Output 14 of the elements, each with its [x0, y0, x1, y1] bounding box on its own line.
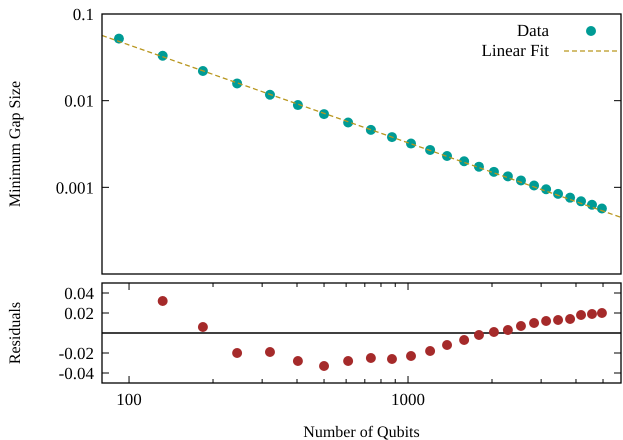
- y-tick-label: 0.04: [64, 284, 94, 303]
- x-axis-title: Number of Qubits: [303, 424, 420, 440]
- legend-label: Data: [516, 21, 550, 40]
- y-tick-label: 0.1: [72, 5, 94, 24]
- x-tick-label: 1000: [391, 390, 426, 409]
- y-axis-title: Minimum Gap Size: [7, 80, 24, 208]
- y-tick-label: -0.04: [58, 364, 94, 383]
- y-tick-label: 0.01: [64, 92, 94, 111]
- legend-label: Linear Fit: [481, 41, 550, 60]
- y-tick-label: 0.02: [64, 304, 94, 323]
- x-tick-label: 100: [116, 390, 142, 409]
- y-tick-label: 0.001: [56, 178, 94, 198]
- y-axis-title: Residuals: [7, 302, 24, 364]
- y-tick-label: -0.02: [58, 344, 94, 363]
